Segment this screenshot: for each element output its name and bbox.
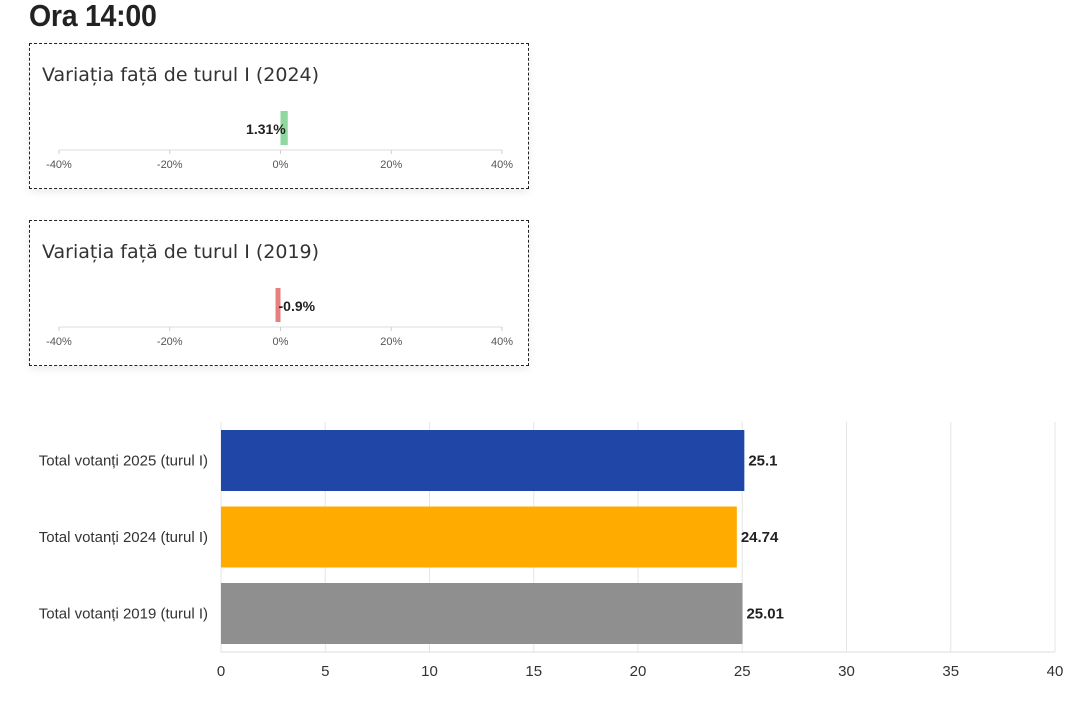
variation-bar [280, 111, 288, 145]
category-label: Total votanți 2024 (turul I) [39, 529, 208, 546]
x-tick-label: 10 [421, 663, 438, 680]
data-label: 24.74 [741, 529, 779, 546]
x-tick-label: 20% [380, 336, 402, 348]
x-tick-label: -40% [46, 159, 72, 171]
bar [221, 506, 737, 568]
category-label: Total votanți 2025 (turul I) [39, 453, 208, 470]
x-tick-label: 15 [525, 663, 542, 680]
x-tick-label: 20% [380, 159, 402, 171]
x-tick-label: 0 [217, 663, 225, 680]
x-tick-label: -40% [46, 336, 72, 348]
chart-title: Variația față de turul I (2024) [42, 64, 320, 86]
x-tick-label: -20% [157, 336, 183, 348]
x-tick-label: 40% [491, 336, 513, 348]
x-tick-label: 30 [838, 663, 855, 680]
x-tick-label: 20 [630, 663, 647, 680]
data-label: 25.1 [748, 453, 777, 470]
category-label: Total votanți 2019 (turul I) [39, 606, 208, 623]
x-tick-label: 40% [491, 159, 513, 171]
variation-chart-2019: -40% -20% 0% 20% 40% -0.9% [46, 288, 513, 348]
variation-bar [275, 288, 281, 322]
variation-card-2019: Variația față de turul I (2019) -40% -20%… [29, 220, 529, 366]
data-label: 25.01 [746, 606, 784, 623]
bar [221, 583, 743, 644]
variation-card-2024: Variația față de turul I (2024) -40% -20%… [29, 43, 529, 189]
x-tick-label: 5 [321, 663, 329, 680]
data-label: 1.31% [246, 121, 286, 137]
x-tick-label: 0% [273, 159, 289, 171]
x-tick-label: 25 [734, 663, 751, 680]
chart-title: Variația față de turul I (2019) [42, 241, 320, 263]
x-tick-label: -20% [157, 159, 183, 171]
variation-chart-2024: -40% -20% 0% 20% 40% 1.31% [46, 111, 513, 171]
x-tick-label: 0% [273, 336, 289, 348]
bar [221, 430, 745, 491]
page-title: Ora 14:00 [29, 0, 157, 33]
x-tick-label: 40 [1047, 663, 1064, 680]
total-voters-chart: 0 5 10 15 20 25 30 35 40 25.1 Total votanți 2025 (… [39, 422, 1064, 680]
x-tick-label: 35 [942, 663, 959, 680]
data-label: -0.9% [279, 298, 316, 314]
